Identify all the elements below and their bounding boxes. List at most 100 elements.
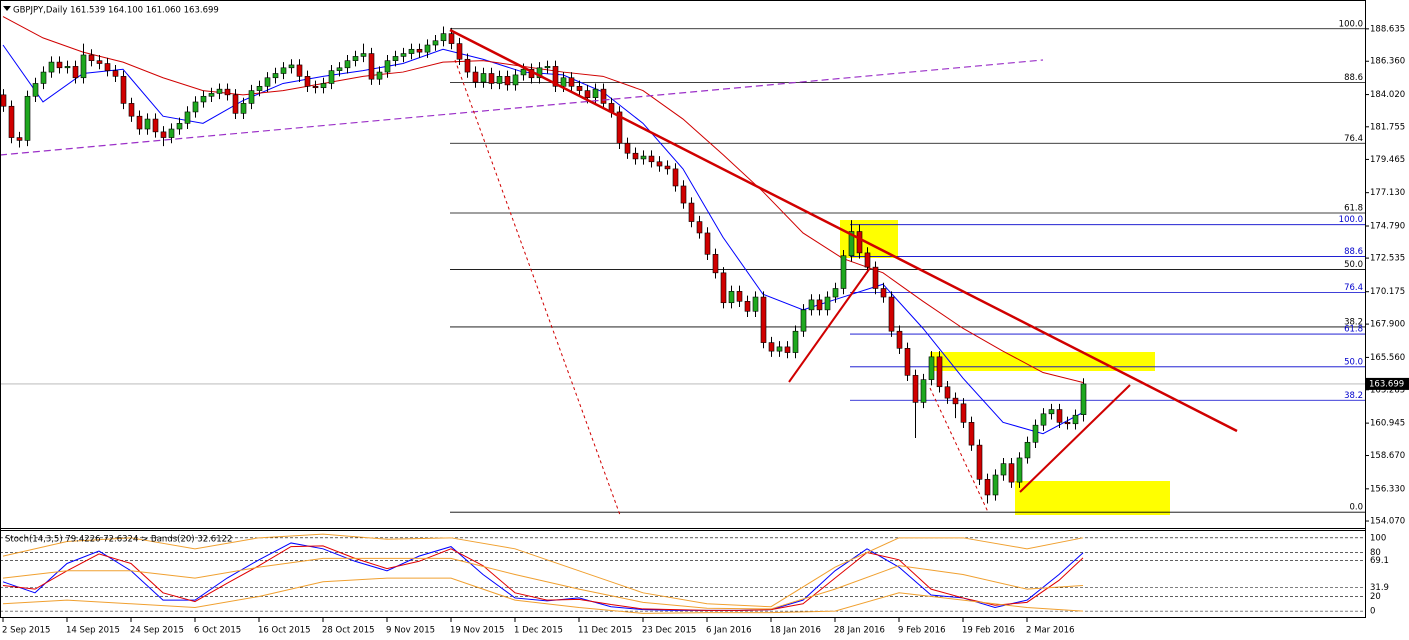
candle-body — [632, 152, 639, 160]
y-tick-label: 163.285 — [1370, 385, 1405, 395]
candle-body — [200, 95, 207, 103]
candle-body — [480, 73, 487, 83]
moving-average — [2, 16, 1084, 383]
y-tick-label: 31.9 — [1370, 583, 1389, 593]
y-tick-label: 158.670 — [1370, 451, 1405, 461]
candle-body — [48, 61, 55, 73]
trendline — [788, 267, 871, 383]
indicator-title: Stoch(14,3,5) 79.4226 72.6324 > Bands(20… — [5, 535, 232, 545]
candle-body — [456, 43, 463, 60]
candle-body — [824, 296, 831, 311]
fib-label: 50.0 — [1344, 260, 1363, 270]
candle-body — [792, 330, 799, 353]
candle-body — [216, 88, 223, 94]
indicator-line — [2, 542, 1084, 611]
indicator-line — [2, 533, 1084, 608]
candle-body — [120, 76, 127, 104]
candle-body — [656, 161, 663, 167]
candle-body — [776, 346, 783, 352]
trendline — [454, 59, 621, 516]
candle-body — [936, 356, 943, 388]
candle-body — [912, 375, 919, 403]
last-price-label: 163.699 — [1369, 379, 1404, 389]
candle-body — [288, 64, 295, 69]
candle-body — [184, 111, 191, 124]
candle-body — [408, 48, 415, 54]
candle-body — [392, 56, 399, 61]
candle-body — [976, 444, 983, 480]
candle-body — [984, 478, 991, 496]
candle-body — [80, 54, 87, 79]
candle-body — [160, 131, 167, 138]
trendline — [929, 387, 989, 513]
y-tick-label: 165.560 — [1370, 353, 1405, 363]
candle-body — [248, 90, 255, 104]
candle-body — [416, 48, 423, 53]
fib-label: 0.0 — [1349, 503, 1363, 513]
candle-body — [280, 67, 287, 74]
x-tick-label: 6 Oct 2015 — [194, 626, 241, 636]
candle-body — [368, 53, 375, 80]
candle-body — [312, 86, 319, 89]
candle-body — [888, 296, 895, 332]
x-tick-label: 11 Dec 2015 — [578, 626, 632, 636]
x-tick-label: 19 Feb 2016 — [962, 626, 1015, 636]
x-tick-label: 14 Sep 2015 — [66, 626, 120, 636]
candle-body — [472, 71, 479, 83]
candle-body — [440, 33, 447, 42]
y-tick-label: 154.070 — [1370, 517, 1405, 527]
candle-body — [224, 88, 231, 96]
candle-body — [328, 70, 335, 84]
candle-body — [256, 86, 263, 91]
y-tick-label: 181.755 — [1370, 122, 1405, 132]
candle-body — [592, 88, 599, 98]
fib-label: 88.6 — [1344, 73, 1363, 83]
candle-body — [128, 103, 135, 117]
candle-body — [1056, 409, 1063, 423]
candle-body — [560, 77, 567, 87]
candle-body — [424, 44, 431, 53]
candle-body — [72, 66, 79, 79]
candle-body — [872, 266, 879, 289]
candle-body — [304, 76, 311, 87]
candle-body — [624, 142, 631, 154]
fib-label: 61.8 — [1344, 204, 1363, 214]
x-tick-label: 19 Nov 2015 — [450, 626, 504, 636]
candle-body — [896, 330, 903, 349]
candle-body — [680, 185, 687, 204]
candle-body — [576, 86, 583, 91]
candle-body — [768, 342, 775, 352]
candle-body — [672, 168, 679, 187]
candle-body — [744, 301, 751, 312]
fib-label: 38.2 — [1344, 317, 1363, 327]
x-tick-label: 9 Nov 2015 — [386, 626, 435, 636]
candle-body — [832, 288, 839, 298]
y-tick-label: 184.020 — [1370, 90, 1405, 100]
candle-body — [816, 299, 823, 311]
candle-body — [488, 73, 495, 84]
candle-body — [584, 90, 591, 98]
candle-body — [712, 254, 719, 274]
x-tick-label: 28 Oct 2015 — [322, 626, 375, 636]
candle-body — [176, 123, 183, 130]
x-tick-label: 2 Mar 2016 — [1026, 626, 1074, 636]
candle-body — [1072, 414, 1079, 425]
candle-body — [720, 272, 727, 304]
candle-body — [856, 231, 863, 254]
candle-body — [240, 103, 247, 114]
candle-body — [544, 66, 551, 69]
candle-body — [264, 77, 271, 87]
candle-body — [168, 128, 175, 138]
candle-body — [296, 64, 303, 77]
candle-body — [40, 71, 47, 84]
x-tick-label: 1 Dec 2015 — [514, 626, 563, 636]
fib-label: 38.2 — [1344, 391, 1363, 401]
candle-body — [432, 40, 439, 46]
candle-body — [728, 291, 735, 304]
y-tick-label: 174.790 — [1370, 221, 1405, 231]
candle-body — [56, 61, 63, 69]
x-tick-label: 24 Sep 2015 — [130, 626, 184, 636]
y-tick-label: 80 — [1370, 548, 1381, 558]
